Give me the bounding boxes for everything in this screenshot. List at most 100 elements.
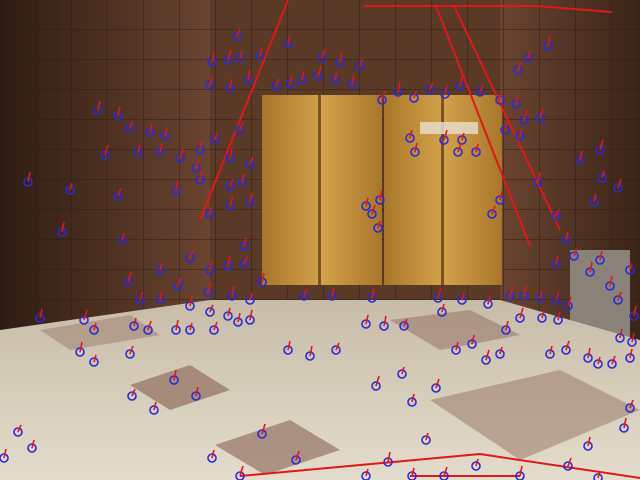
keypoint-track <box>541 310 545 319</box>
keypoint-marker <box>113 191 123 201</box>
keypoint-track <box>617 291 622 301</box>
keypoint-marker <box>145 127 155 137</box>
keypoint-track <box>455 341 459 351</box>
keypoint-marker <box>123 277 133 287</box>
floor-tile-3 <box>390 310 520 350</box>
keypoint-marker <box>593 359 603 369</box>
keypoint-track <box>599 250 603 261</box>
keypoint-track <box>83 309 88 321</box>
keypoint-track <box>351 75 355 85</box>
keypoint-track <box>485 349 490 361</box>
keypoint-marker <box>561 345 571 355</box>
keypoint-marker <box>397 369 407 379</box>
keypoint-marker <box>13 427 23 437</box>
keypoint-marker <box>245 295 255 305</box>
keypoint-track <box>229 195 234 207</box>
keypoint-marker <box>487 209 497 219</box>
floor-tile-2 <box>215 420 340 475</box>
keypoint-marker <box>327 291 337 301</box>
keypoint-track <box>479 84 484 93</box>
keypoint-marker <box>330 75 340 85</box>
keypoint-marker <box>235 125 245 135</box>
keypoint-marker <box>210 135 220 145</box>
keypoint-marker <box>523 53 533 63</box>
keypoint-marker <box>185 325 195 335</box>
floor <box>0 300 640 480</box>
keypoint-track <box>129 345 134 355</box>
keypoint-track <box>227 49 232 61</box>
keypoint-marker <box>453 147 463 157</box>
keypoint-track <box>239 50 243 59</box>
keypoint-marker <box>239 259 249 269</box>
flow-line <box>479 453 640 479</box>
keypoint-track <box>241 173 245 183</box>
keypoint-track <box>149 123 153 133</box>
keypoint-track <box>611 355 616 365</box>
keypoint-track <box>377 220 381 229</box>
keypoint-marker <box>155 265 165 275</box>
keypoint-marker <box>431 383 441 393</box>
keypoint-track <box>243 256 248 265</box>
keypoint-marker <box>237 177 247 187</box>
keypoint-track <box>397 81 401 93</box>
keypoint-track <box>177 277 181 287</box>
keypoint-track <box>259 47 263 57</box>
keypoint-marker <box>235 53 245 63</box>
keypoint-track <box>537 171 541 183</box>
keypoint-marker <box>627 337 637 347</box>
keypoint-marker <box>239 241 249 251</box>
keypoint-marker <box>173 281 183 291</box>
keypoint-track <box>499 190 503 201</box>
keypoint-track <box>287 35 291 45</box>
keypoint-track <box>459 75 463 87</box>
keypoint-track <box>317 65 322 77</box>
keypoint-marker <box>513 65 523 75</box>
keypoint-track <box>504 122 508 131</box>
keypoint-track <box>159 262 163 271</box>
keypoint-track <box>97 100 101 111</box>
keypoint-track <box>175 319 179 331</box>
flow-line <box>199 0 289 221</box>
keypoint-track <box>555 291 560 301</box>
keypoint-marker <box>271 81 281 91</box>
keypoint-marker <box>613 183 623 193</box>
flow-line <box>535 5 613 13</box>
keypoint-marker <box>155 295 165 305</box>
keypoint-marker <box>205 209 215 219</box>
keypoint-marker <box>495 195 505 205</box>
keypoint-track <box>371 204 376 215</box>
keypoint-track <box>587 436 591 447</box>
keypoint-track <box>617 178 622 189</box>
keypoint-marker <box>207 57 217 67</box>
keypoint-track <box>619 328 623 339</box>
keypoint-marker <box>407 471 417 480</box>
keypoint-track <box>593 193 597 203</box>
keypoint-track <box>519 127 523 137</box>
keypoint-track <box>127 271 132 283</box>
keypoint-marker <box>89 325 99 335</box>
keypoint-marker <box>481 355 491 365</box>
keypoint-marker <box>595 255 605 265</box>
keypoint-marker <box>133 147 143 157</box>
keypoint-marker <box>607 359 617 369</box>
keypoint-track <box>261 423 266 435</box>
keypoint-marker <box>475 87 485 97</box>
keypoint-track <box>371 288 375 299</box>
keypoint-marker <box>377 95 387 105</box>
keypoint-marker <box>471 461 481 471</box>
keypoint-marker <box>223 55 233 65</box>
keypoint-track <box>435 378 440 389</box>
keypoint-marker <box>495 95 505 105</box>
keypoint-track <box>441 303 445 313</box>
keypoint-track <box>414 142 418 153</box>
keypoint-track <box>117 105 121 117</box>
keypoint-track <box>413 90 417 99</box>
keypoint-track <box>499 346 503 355</box>
keypoint-marker <box>205 80 215 90</box>
keypoint-track <box>567 296 572 307</box>
keypoint-marker <box>35 313 45 323</box>
keypoint-track <box>381 90 386 101</box>
keypoint-track <box>359 58 363 67</box>
keypoint-marker <box>407 397 417 407</box>
keypoint-marker <box>317 53 327 63</box>
